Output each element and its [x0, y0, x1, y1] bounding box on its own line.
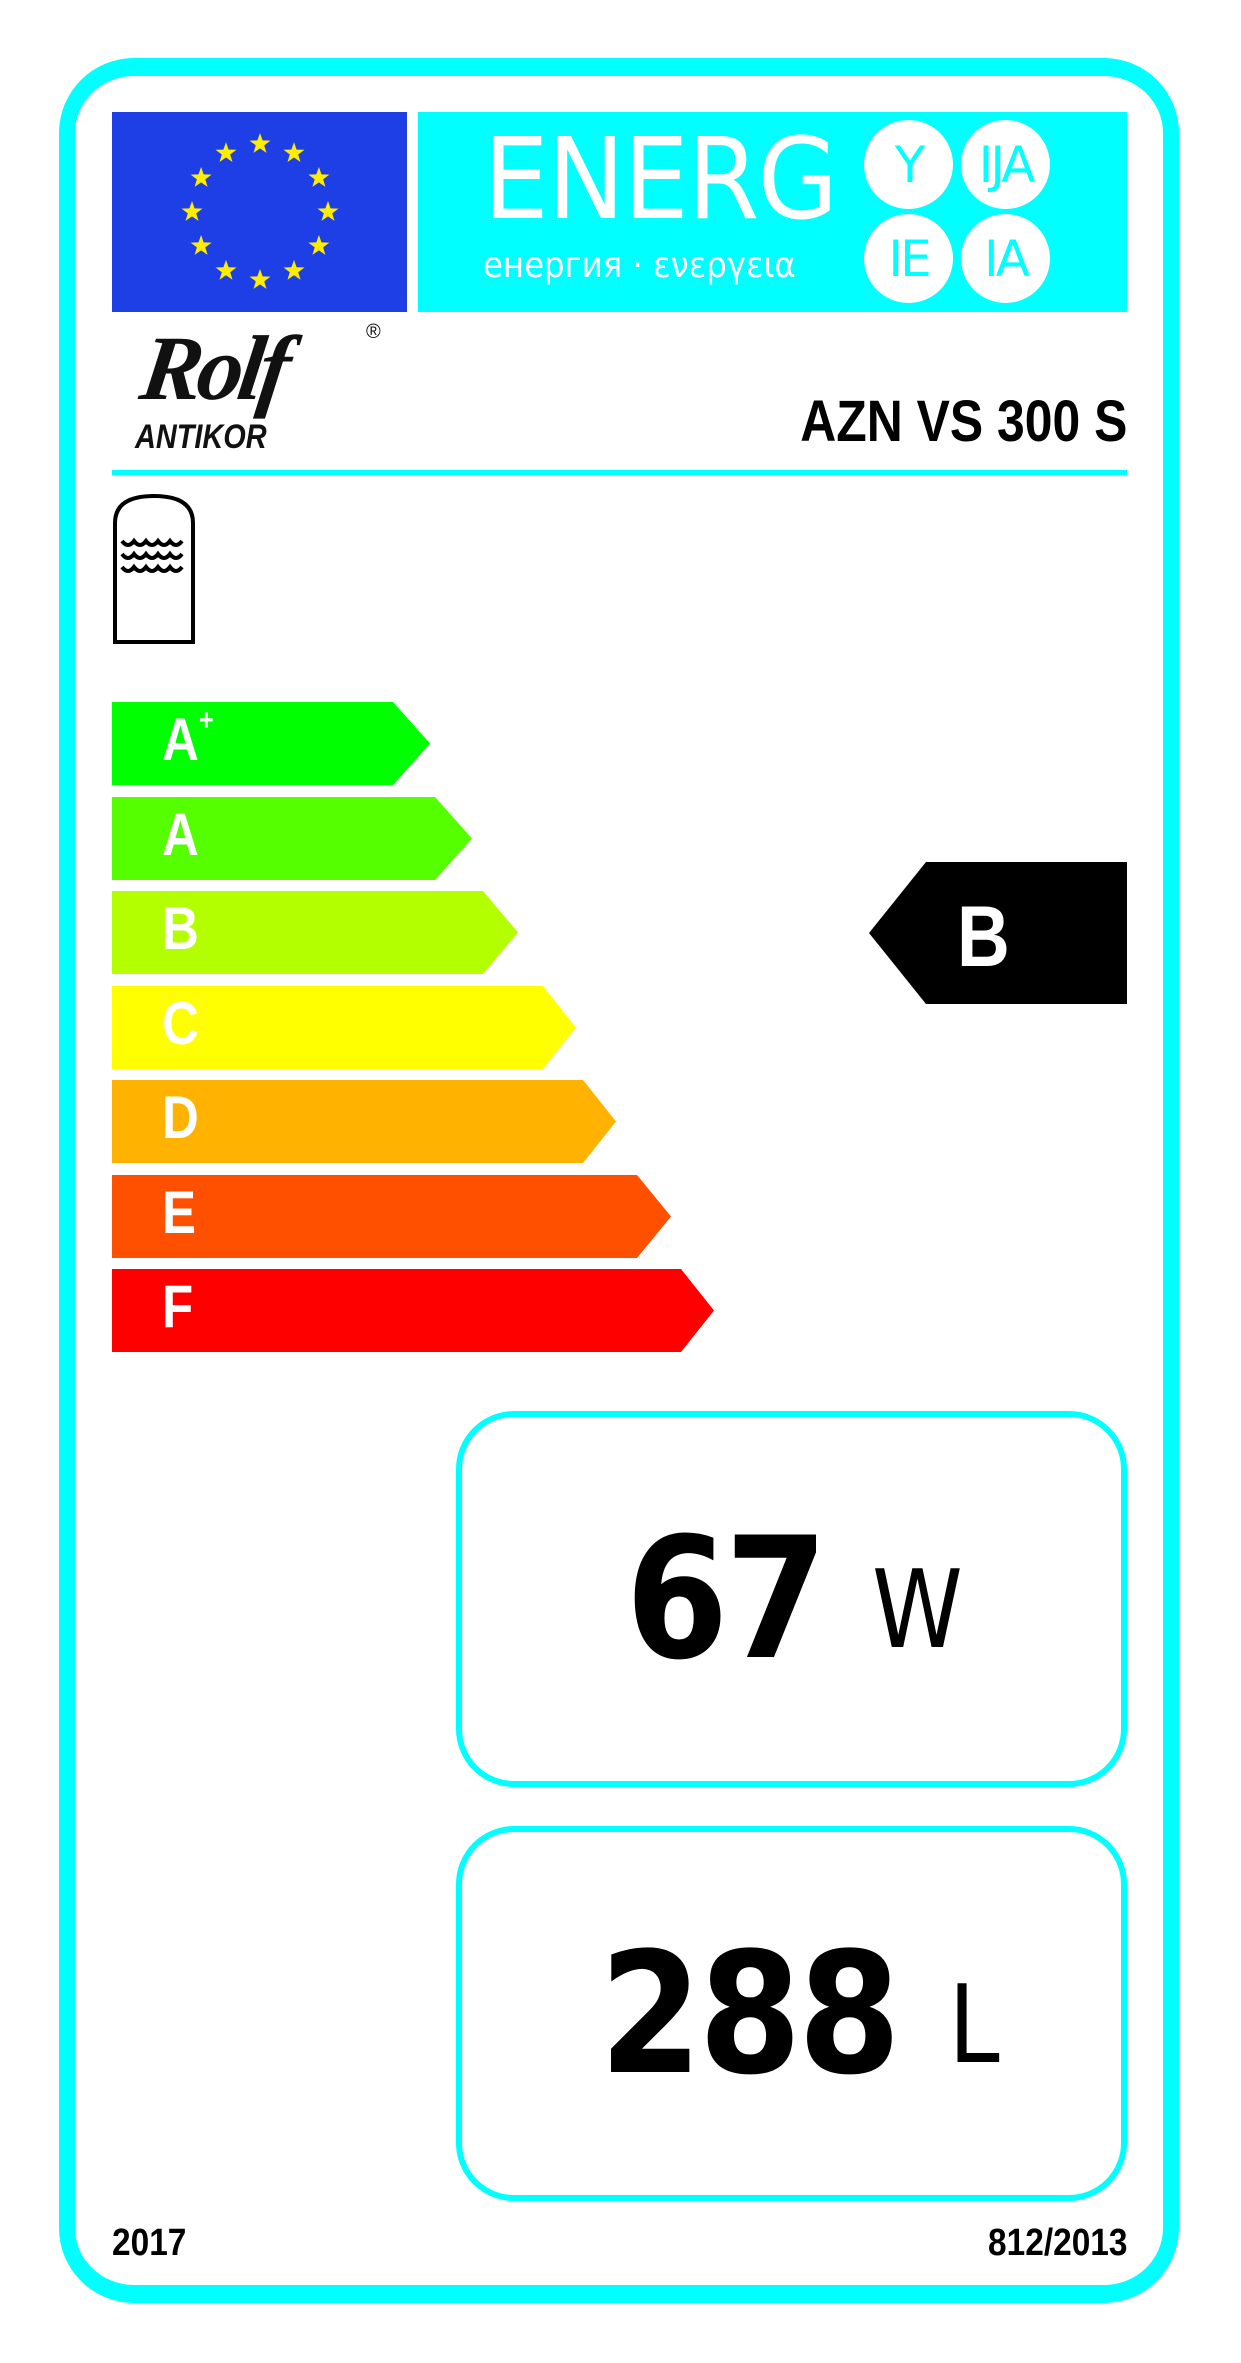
- suffix-circle: IJA: [961, 120, 1050, 209]
- scale-letter: E: [162, 1182, 196, 1243]
- scale-letter-text: B: [162, 895, 199, 962]
- eu-star-icon: [283, 259, 305, 280]
- scale-arrow-shape: [112, 1080, 616, 1163]
- scale-arrow-shape: [112, 702, 430, 785]
- standing-loss-unit: W: [872, 1548, 963, 1673]
- scale-letter-text: E: [162, 1178, 197, 1246]
- scale-bar-aplus: A+: [112, 702, 430, 785]
- scale-bar-c: C: [112, 985, 576, 1069]
- eu-flag: [112, 112, 407, 312]
- eu-star-icon: [308, 167, 330, 187]
- scale-letter: A: [162, 804, 199, 865]
- suffix-circle: IE: [864, 214, 953, 303]
- footer-regulation: 812/2013: [987, 2222, 1127, 2264]
- rating-arrow-shape: [869, 862, 1127, 1004]
- standing-loss-value: 67: [625, 1501, 828, 1697]
- rating-arrow: B: [869, 862, 1127, 1004]
- scale-letter-sup: +: [198, 704, 214, 737]
- eu-star-icon: [249, 133, 271, 153]
- scale-bar-f: F: [112, 1269, 714, 1352]
- eu-star-icon: [249, 269, 271, 289]
- scale-bar-b: B: [112, 891, 518, 974]
- scale-letter: A+: [162, 706, 214, 770]
- water-heater-tank-icon: [113, 493, 195, 644]
- scale-letter: C: [162, 993, 199, 1054]
- footer-year: 2017: [112, 2222, 187, 2264]
- storage-volume-value: 288: [599, 1915, 901, 2112]
- eu-star-icon: [317, 201, 339, 221]
- model-name: AZN VS 300 S: [799, 389, 1127, 454]
- eu-star-icon: [215, 259, 237, 280]
- brand-logo-subtext: ANTIKOR: [135, 418, 267, 456]
- suffix-circle: Y: [864, 120, 953, 209]
- scale-bar-e: E: [112, 1174, 671, 1258]
- eu-star-icon: [190, 235, 212, 255]
- label-frame: [59, 58, 1179, 2303]
- scale-letter: F: [162, 1277, 193, 1337]
- eu-star-icon: [181, 201, 203, 221]
- scale-letter-text: A: [162, 706, 199, 773]
- scale-arrow-shape: [112, 891, 518, 974]
- scale-letter: D: [162, 1088, 199, 1148]
- scale-letter-text: F: [162, 1273, 194, 1340]
- divider: [112, 470, 1127, 475]
- eu-star-icon: [190, 167, 212, 187]
- suffix-circle: IA: [961, 214, 1050, 303]
- scale-bar-d: D: [112, 1080, 616, 1163]
- scale-letter-text: A: [162, 800, 199, 868]
- scale-letter: B: [162, 899, 199, 959]
- scale-arrow-shape: [112, 796, 472, 880]
- energy-header: ENERG енергия · ενεργεια Y IJA IE IA: [418, 112, 1127, 312]
- energy-subtitle: енергия · ενεργεια: [483, 245, 796, 286]
- eu-stars: [181, 133, 339, 289]
- brand-logo: Rolf ® ANTIKOR: [130, 317, 390, 457]
- scale-bar-a: A: [112, 796, 472, 880]
- registered-mark: ®: [366, 321, 381, 343]
- scale-arrow-shape: [112, 985, 576, 1069]
- eu-star-icon: [283, 142, 305, 162]
- energy-word: ENERG: [483, 115, 838, 245]
- scale-letter-text: D: [162, 1084, 199, 1151]
- scale-letter-text: C: [162, 989, 199, 1057]
- storage-volume-box: 288 L: [456, 1826, 1127, 2201]
- standing-loss-box: 67 W: [456, 1411, 1127, 1787]
- brand-logo-wordmark: Rolf: [134, 317, 293, 419]
- eu-star-icon: [215, 142, 237, 162]
- scale-arrow-shape: [112, 1174, 671, 1258]
- scale-arrow-shape: [112, 1269, 714, 1352]
- eu-star-icon: [308, 235, 330, 255]
- rating-class: B: [957, 889, 1010, 985]
- storage-volume-unit: L: [948, 1962, 1000, 2088]
